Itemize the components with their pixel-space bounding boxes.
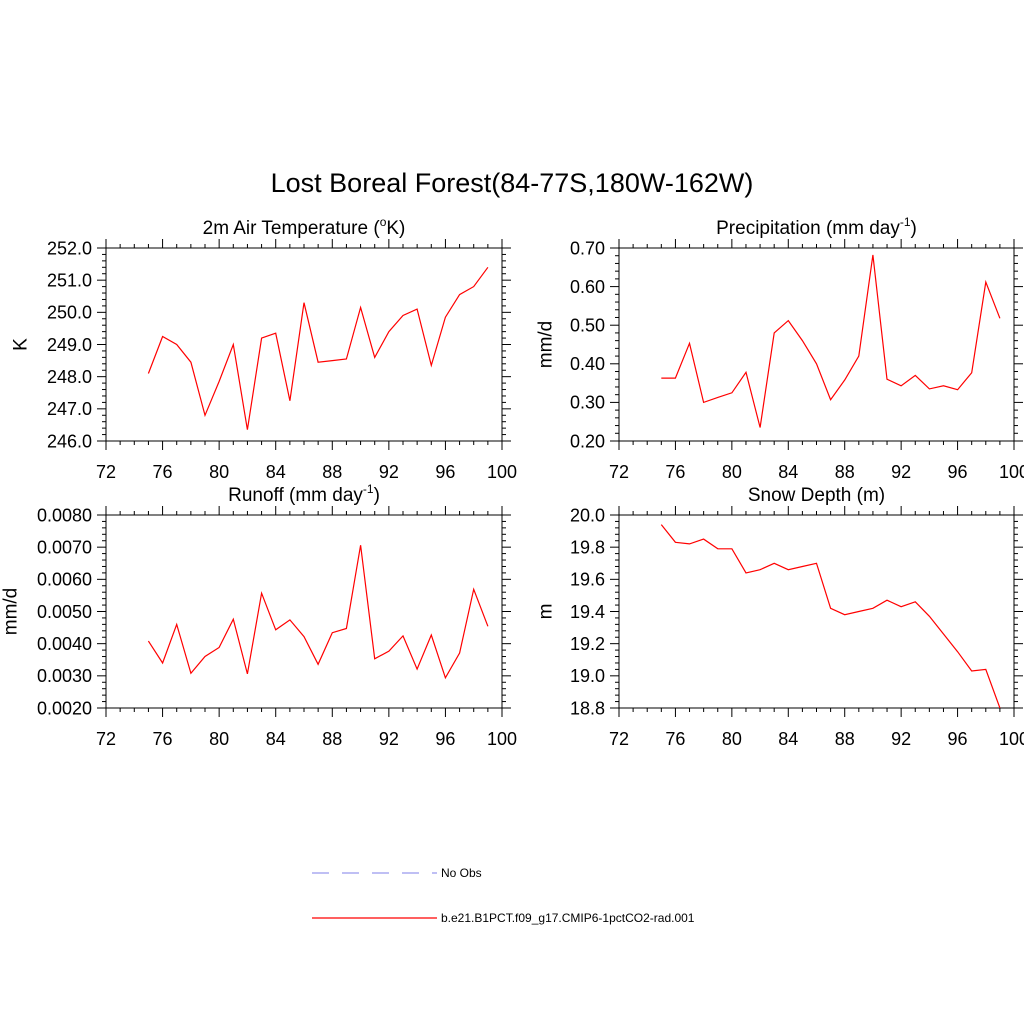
y-tick-label: 19.0: [570, 666, 605, 686]
x-tick-label: 80: [722, 729, 742, 749]
x-tick-label: 72: [609, 729, 629, 749]
plot-frame: [618, 514, 1015, 709]
panel-title: Precipitation (mm day-1): [716, 215, 917, 239]
y-axis-label: K: [11, 338, 32, 351]
plot-frame: [618, 247, 1015, 442]
y-tick-label: 0.20: [570, 431, 605, 451]
plot-frame: [105, 514, 503, 709]
y-axis-label: m: [536, 604, 557, 620]
panel-title-superscript: o: [380, 215, 387, 229]
x-tick-label: 76: [665, 462, 685, 482]
panel-precip: Precipitation (mm day-1) mm/d 72 76 80 84 88 92…: [536, 215, 1024, 482]
panel-temp: 2m Air Temperature (oK) K 72 76 80 84 88 92 96 10…: [11, 215, 517, 482]
panel-title-superscript: -1: [363, 482, 374, 496]
x-tick-label: 96: [948, 462, 968, 482]
y-tick-label: 0.0070: [37, 537, 92, 557]
x-tick-label: 84: [778, 462, 798, 482]
x-tick-label: 84: [266, 462, 286, 482]
x-tick-label: 72: [96, 729, 116, 749]
x-tick-label: 84: [266, 729, 286, 749]
x-tick-label: 84: [778, 729, 798, 749]
panel-title: 2m Air Temperature (oK): [203, 215, 406, 239]
x-tick-label: 72: [609, 462, 629, 482]
x-tick-label: 100: [487, 462, 517, 482]
x-tick-label: 92: [891, 729, 911, 749]
panel-title-suffix: K): [386, 218, 405, 239]
x-tick-label: 92: [379, 462, 399, 482]
legend-item: b.e21.B1PCT.f09_g17.CMIP6-1pctCO2-rad.00…: [312, 911, 695, 925]
y-tick-label: 251.0: [47, 270, 92, 290]
panel-runoff: Runoff (mm day-1) mm/d 72 76 80 84 88 92 96 100 0.…: [1, 482, 517, 749]
series-line: [147, 266, 489, 430]
panels: 2m Air Temperature (oK) K 72 76 80 84 88 92 96 10…: [1, 215, 1024, 749]
y-tick-label: 19.8: [570, 537, 605, 557]
figure-title: Lost Boreal Forest(84-77S,180W-162W): [271, 168, 754, 198]
x-tick-label: 76: [153, 729, 173, 749]
panel-title-text: Precipitation (mm day: [716, 218, 900, 239]
x-tick-label: 100: [999, 462, 1024, 482]
panel-snow: Snow Depth (m) m 72 76 80 84 88 92 96 100 18.8 19.0…: [536, 485, 1024, 749]
x-tick-label: 80: [722, 462, 742, 482]
panel-title-text: Runoff (mm day: [228, 485, 363, 506]
y-tick-label: 247.0: [47, 399, 92, 419]
x-tick-label: 96: [435, 462, 455, 482]
y-tick-label: 0.0040: [37, 634, 92, 654]
x-tick-label: 88: [322, 729, 342, 749]
y-axis-label: mm/d: [1, 588, 22, 636]
y-tick-label: 0.0050: [37, 602, 92, 622]
x-tick-label: 96: [435, 729, 455, 749]
y-tick-label: 246.0: [47, 431, 92, 451]
y-tick-label: 0.60: [570, 277, 605, 297]
y-tick-label: 20.0: [570, 505, 605, 525]
y-tick-label: 0.50: [570, 316, 605, 336]
x-tick-label: 80: [209, 462, 229, 482]
x-tick-label: 88: [835, 729, 855, 749]
x-tick-label: 88: [322, 462, 342, 482]
panel-title: Runoff (mm day-1): [228, 482, 380, 506]
x-tick-label: 96: [948, 729, 968, 749]
x-tick-label: 100: [999, 729, 1024, 749]
plot-frame: [105, 247, 503, 442]
series-line: [661, 254, 1001, 428]
y-tick-label: 18.8: [570, 698, 605, 718]
y-tick-label: 19.6: [570, 570, 605, 590]
x-tick-label: 76: [665, 729, 685, 749]
x-tick-label: 72: [96, 462, 116, 482]
y-tick-label: 0.70: [570, 238, 605, 258]
y-tick-label: 249.0: [47, 335, 92, 355]
y-tick-label: 0.0060: [37, 570, 92, 590]
panel-title-suffix: ): [911, 218, 917, 239]
panel-title-text: Snow Depth (m): [748, 485, 885, 506]
legend-item: No Obs: [312, 866, 482, 880]
y-tick-label: 0.30: [570, 393, 605, 413]
panel-title-suffix: ): [374, 485, 380, 506]
x-tick-label: 76: [153, 462, 173, 482]
panel-title-text: 2m Air Temperature (: [203, 218, 381, 239]
x-tick-label: 92: [891, 462, 911, 482]
y-axis-label: mm/d: [536, 321, 557, 369]
x-tick-label: 80: [209, 729, 229, 749]
y-tick-label: 19.2: [570, 634, 605, 654]
y-tick-label: 0.0020: [37, 698, 92, 718]
legend-label: No Obs: [441, 866, 482, 880]
x-tick-label: 92: [379, 729, 399, 749]
x-tick-label: 100: [487, 729, 517, 749]
series-line: [660, 524, 1001, 708]
y-tick-label: 252.0: [47, 238, 92, 258]
legend-label: b.e21.B1PCT.f09_g17.CMIP6-1pctCO2-rad.00…: [441, 911, 695, 925]
y-tick-label: 0.0080: [37, 505, 92, 525]
y-tick-label: 250.0: [47, 303, 92, 323]
y-tick-label: 19.4: [570, 602, 605, 622]
x-tick-label: 88: [835, 462, 855, 482]
y-tick-label: 0.40: [570, 354, 605, 374]
panel-title-superscript: -1: [900, 215, 911, 229]
series-line: [147, 545, 489, 680]
panel-title: Snow Depth (m): [748, 485, 885, 506]
y-tick-label: 248.0: [47, 367, 92, 387]
legend: No Obs b.e21.B1PCT.f09_g17.CMIP6-1pctCO2-…: [312, 866, 695, 925]
y-tick-label: 0.0030: [37, 666, 92, 686]
